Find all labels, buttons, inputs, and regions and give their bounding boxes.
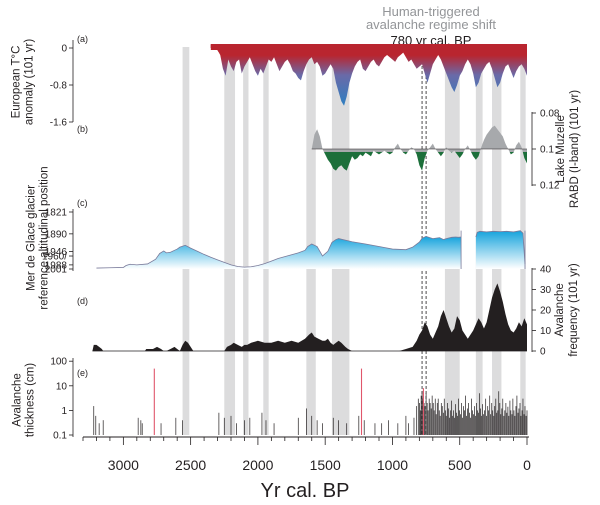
y-tick-label: 0.1 (540, 145, 554, 156)
y-tick-label: 10 (540, 326, 552, 337)
y-axis-title: Avalanche (12, 373, 24, 427)
x-axis-title: Yr cal. BP (261, 480, 350, 502)
y-tick-label: 1960/ (42, 252, 67, 263)
y-tick-label: 0.1 (53, 431, 67, 442)
y-axis-title: Avalanche (554, 283, 566, 337)
y-axis-title: Lake Muzelle (555, 115, 567, 183)
y-tick-label: 1890 (45, 229, 68, 240)
grey-band (263, 47, 269, 435)
y-axis-title: frequency (101 yr) (568, 263, 580, 356)
y-tick-label: 10 (56, 381, 68, 392)
x-tick-label: 2000 (242, 457, 273, 473)
grey-band (182, 47, 190, 435)
y-axis-title: European T°C (11, 46, 23, 119)
y-tick-label: 100 (50, 357, 67, 368)
rabd-low-area (311, 125, 527, 152)
y-tick-label: 30 (540, 285, 552, 296)
y-tick-label: 1821 (45, 208, 68, 219)
panel-label: (a) (77, 34, 88, 44)
y-axis-title: thickness (cm) (25, 363, 37, 437)
y-tick-label: 1946 (45, 247, 68, 258)
y-axis-title: anomaly (101 yr) (24, 39, 36, 125)
x-tick-label: 2500 (175, 457, 206, 473)
y-tick-label: 0 (61, 44, 67, 55)
y-axis-title: RABD (I-band) (101 yr) (569, 90, 581, 208)
y-axis-title: reference altitudinal position (39, 166, 51, 309)
temperature-anomaly-area (210, 44, 527, 106)
annotation-title-line2: avalanche regime shift (366, 17, 496, 32)
x-tick-label: 1500 (310, 457, 341, 473)
x-axis: 3000 2500 2000 1500 1000 500 0 (82, 436, 531, 473)
temperature-warm-band (210, 44, 527, 50)
y-tick-label: 40 (540, 265, 552, 276)
panel-label: (d) (77, 296, 88, 306)
y-tick-label: 2001 (45, 265, 68, 276)
y-tick-label: 0.12 (540, 181, 560, 192)
grey-band (243, 47, 249, 435)
panel-a: 0 -0.8 -1.6 European T°C anomaly (101 yr) (a) (11, 34, 527, 129)
glacier-area (96, 236, 462, 269)
y-tick-label: 0 (540, 347, 546, 358)
x-tick-label: 3000 (108, 457, 139, 473)
panel-label: (e) (77, 368, 88, 378)
avalanche-frequency-area (92, 283, 527, 351)
x-tick-label: 0 (523, 457, 531, 473)
rabd-high-area (323, 152, 527, 171)
panel-e: 0.1 1 10 100 Avalanche thickness (cm) (e) (12, 357, 528, 442)
glacier-line (475, 230, 526, 264)
y-tick-label: 1 (61, 406, 67, 417)
y-tick-label: -0.8 (50, 81, 68, 92)
y-tick-label: 20 (540, 306, 552, 317)
x-tick-label: 1000 (377, 457, 408, 473)
annotation-title-line1: Human-triggered (382, 4, 480, 19)
glacier-area (475, 230, 525, 269)
grey-highlight-bands (182, 47, 526, 435)
panel-label: (b) (77, 124, 88, 134)
panel-label: (c) (77, 198, 88, 208)
y-tick-label: 0.08 (540, 109, 560, 120)
glacier-line (96, 235, 462, 269)
x-tick-label: 500 (448, 457, 472, 473)
y-tick-label: 1988 (45, 260, 68, 271)
grey-band (224, 47, 236, 435)
y-tick-label: -1.6 (50, 118, 68, 129)
grey-band (306, 47, 316, 435)
y-axis-title: Mer de Glace glacier (26, 185, 38, 291)
